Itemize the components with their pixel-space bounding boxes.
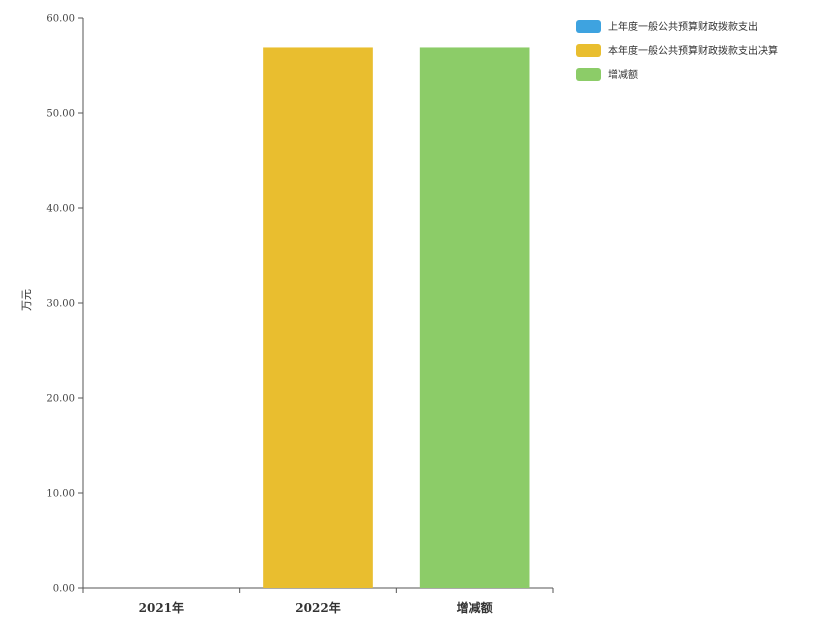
y-tick-label: 50.00	[46, 109, 75, 120]
bars	[263, 47, 530, 588]
y-tick-label: 20.00	[46, 394, 75, 405]
legend-label: 上年度一般公共预算财政拨款支出	[608, 20, 758, 33]
x-axis: 2021年 2022年 增减额	[82, 587, 554, 615]
legend-swatch	[576, 20, 601, 33]
y-tick-label: 10.00	[46, 489, 75, 500]
y-tick-label: 40.00	[46, 204, 75, 215]
y-tick-label: 30.00	[46, 299, 75, 310]
bar-3-series-3	[419, 47, 530, 588]
x-tick-label: 增减额	[457, 600, 493, 615]
y-axis-title: 万元	[20, 289, 33, 311]
legend-label: 增减额	[608, 68, 638, 81]
bar-2-series-2	[263, 47, 373, 588]
y-tick-label: 0.00	[53, 584, 75, 595]
y-tick-label: 60.00	[46, 14, 75, 25]
legend-swatch	[576, 44, 601, 57]
legend-label: 本年度一般公共预算财政拨款支出决算	[608, 44, 778, 57]
x-tick-label: 2022年	[295, 600, 340, 615]
legend-swatch	[576, 68, 601, 81]
y-axis: 0.00 10.00 20.00 30.00 40.00 50.00 60.00	[46, 14, 84, 595]
x-tick-label: 2021年	[139, 600, 184, 615]
